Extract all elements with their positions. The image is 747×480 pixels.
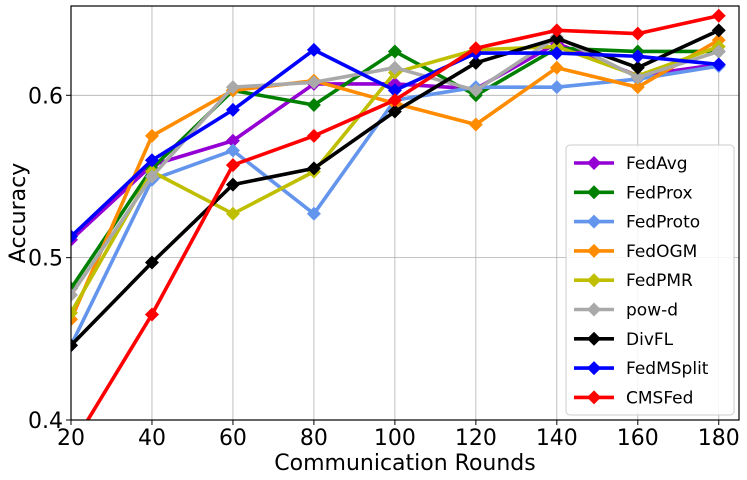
point-fedmsplit-20 bbox=[71, 229, 78, 244]
point-fedmsplit-40 bbox=[144, 153, 159, 168]
x-tick-label-20: 20 bbox=[57, 426, 85, 451]
point-divfl-100 bbox=[387, 104, 402, 119]
point-divfl-20 bbox=[71, 338, 78, 353]
point-fedproto-80 bbox=[306, 206, 321, 221]
y-tick-label-1: 0.5 bbox=[28, 247, 63, 272]
legend-entry-fedmsplit: FedMSplit bbox=[574, 359, 709, 379]
legend-label-fedmsplit: FedMSplit bbox=[626, 359, 709, 379]
legend-label-cmsfed: CMSFed bbox=[626, 388, 693, 408]
legend: FedAvg FedProx FedProto FedOGM FedPMR pow-d Di… bbox=[565, 144, 735, 416]
series-divfl bbox=[71, 23, 726, 353]
y-axis: 0.4 0.5 0.6 bbox=[28, 84, 71, 434]
legend-marker-fedogm bbox=[587, 243, 601, 258]
point-pow-d-180 bbox=[711, 44, 726, 59]
x-tick-label-60: 60 bbox=[219, 426, 247, 451]
point-pow-d-80 bbox=[306, 75, 321, 90]
point-fedproto-60 bbox=[225, 143, 240, 158]
x-axis-title: Communication Rounds bbox=[274, 451, 535, 476]
point-cmsfed-80 bbox=[306, 128, 321, 143]
legend-marker-divfl bbox=[587, 331, 601, 346]
point-fedogm-40 bbox=[144, 128, 159, 143]
legend-marker-fedprox bbox=[587, 185, 601, 200]
legend-entry-fedpmr: FedPMR bbox=[574, 271, 693, 291]
point-fedmsplit-60 bbox=[225, 102, 240, 117]
x-tick-label-120: 120 bbox=[455, 426, 497, 451]
legend-marker-fedmsplit bbox=[587, 361, 601, 376]
series-cmsfed bbox=[85, 8, 726, 420]
point-divfl-120 bbox=[468, 55, 483, 70]
point-divfl-180 bbox=[711, 23, 726, 38]
legend-entry-fedavg: FedAvg bbox=[574, 154, 688, 174]
x-tick-label-180: 180 bbox=[698, 426, 740, 451]
series-layer bbox=[71, 8, 726, 420]
point-pow-d-20 bbox=[71, 287, 78, 302]
point-cmsfed-140 bbox=[549, 23, 564, 38]
legend-marker-cmsfed bbox=[587, 390, 601, 405]
plot-frame bbox=[70, 5, 740, 421]
x-tick-label-100: 100 bbox=[374, 426, 416, 451]
x-tick-label-140: 140 bbox=[536, 426, 578, 451]
point-fedpmr-20 bbox=[71, 305, 78, 320]
legend-entry-fedogm: FedOGM bbox=[574, 242, 697, 262]
point-cmsfed-40 bbox=[144, 307, 159, 322]
legend-entry-fedprox: FedProx bbox=[574, 183, 693, 203]
x-tick-label-80: 80 bbox=[300, 426, 328, 451]
series-pow-d bbox=[71, 29, 726, 302]
point-fedogm-120 bbox=[468, 117, 483, 132]
point-cmsfed-160 bbox=[630, 26, 645, 41]
legend-marker-pow-d bbox=[587, 302, 601, 317]
point-pow-d-160 bbox=[630, 70, 645, 85]
point-fedogm-160 bbox=[630, 80, 645, 95]
legend-entry-pow-d: pow-d bbox=[574, 301, 678, 321]
point-cmsfed-100 bbox=[387, 93, 402, 108]
point-divfl-60 bbox=[225, 177, 240, 192]
y-tick-label-2: 0.6 bbox=[28, 84, 63, 109]
point-fedmsplit-100 bbox=[387, 83, 402, 98]
point-pow-d-100 bbox=[387, 60, 402, 75]
point-cmsfed-60 bbox=[225, 158, 240, 173]
x-axis: 20 40 60 80 100 120 140 160 180 bbox=[57, 420, 740, 451]
legend-entry-fedproto: FedProto bbox=[574, 213, 700, 233]
y-axis-title: Accuracy bbox=[6, 163, 31, 263]
y-tick-label-0: 0.4 bbox=[28, 409, 63, 434]
legend-label-divfl: DivFL bbox=[626, 330, 674, 350]
point-pow-d-60 bbox=[225, 80, 240, 95]
point-fedmsplit-180 bbox=[711, 57, 726, 72]
x-tick-label-160: 160 bbox=[617, 426, 659, 451]
point-divfl-80 bbox=[306, 161, 321, 176]
point-divfl-40 bbox=[144, 255, 159, 270]
point-fedogm-140 bbox=[549, 60, 564, 75]
point-fedavg-60 bbox=[225, 133, 240, 148]
point-divfl-160 bbox=[630, 60, 645, 75]
point-cmsfed-120 bbox=[468, 41, 483, 56]
point-fedproto-140 bbox=[549, 80, 564, 95]
legend-label-fedogm: FedOGM bbox=[626, 242, 697, 262]
point-fedprox-80 bbox=[306, 98, 321, 113]
legend-marker-fedavg bbox=[587, 156, 601, 170]
point-fedprox-100 bbox=[387, 44, 402, 59]
legend-marker-fedproto bbox=[587, 214, 601, 229]
x-tick-label-40: 40 bbox=[138, 426, 166, 451]
point-pow-d-120 bbox=[468, 83, 483, 98]
legend-label-fedpmr: FedPMR bbox=[626, 271, 693, 291]
legend-box bbox=[565, 144, 735, 416]
point-pow-d-40 bbox=[144, 169, 159, 184]
point-cmsfed-180 bbox=[711, 8, 726, 23]
legend-marker-fedpmr bbox=[587, 273, 601, 288]
point-fedmsplit-80 bbox=[306, 42, 321, 57]
point-fedpmr-60 bbox=[225, 206, 240, 221]
legend-label-pow-d: pow-d bbox=[626, 301, 678, 321]
legend-label-fedavg: FedAvg bbox=[626, 154, 688, 174]
legend-entry-cmsfed: CMSFed bbox=[574, 388, 693, 408]
point-divfl-140 bbox=[549, 31, 564, 46]
point-fedmsplit-140 bbox=[549, 46, 564, 61]
legend-label-fedprox: FedProx bbox=[626, 183, 693, 203]
legend-entry-divfl: DivFL bbox=[574, 330, 674, 350]
legend-label-fedproto: FedProto bbox=[626, 213, 700, 233]
point-fedmsplit-160 bbox=[630, 49, 645, 64]
